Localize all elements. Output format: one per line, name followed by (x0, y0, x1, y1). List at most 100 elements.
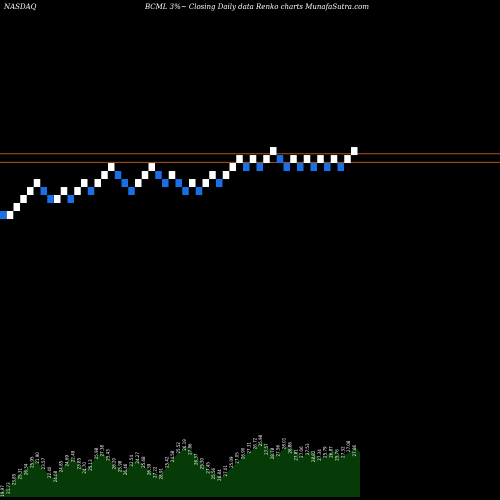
renko-brick (6, 211, 14, 219)
volume-price-label: 27.31 (246, 442, 251, 454)
volume-price-label: 27.38 (100, 444, 105, 456)
renko-brick (60, 187, 68, 196)
renko-brick (216, 179, 223, 188)
renko-brick (182, 187, 189, 196)
volume-price-label: 26.90 (241, 447, 246, 459)
volume-price-label: 26.20 (112, 457, 117, 469)
volume-price-label: 22.40 (47, 466, 52, 478)
renko-brick (121, 179, 128, 188)
volume-price-label: 27.53 (305, 443, 310, 455)
renko-brick (175, 179, 182, 188)
renko-bricks (0, 147, 358, 219)
volume-price-label: 25.98 (117, 460, 122, 472)
renko-brick (108, 163, 115, 172)
volume-price-label: 26.84 (217, 469, 222, 481)
renko-brick (229, 163, 236, 172)
renko-brick (351, 147, 358, 156)
renko-brick (276, 155, 284, 164)
renko-brick (297, 163, 304, 172)
volume-price-label: 21.73 (6, 482, 11, 494)
renko-brick (283, 163, 290, 172)
volume-price-label: 25.79 (323, 446, 328, 458)
volume-price-label: 27.05 (235, 452, 240, 464)
renko-brick (303, 155, 311, 164)
volume-price-label: 27.86 (188, 443, 193, 455)
renko-brick (263, 155, 270, 164)
volume-price-label: 23.85 (12, 473, 17, 485)
renko-brick (74, 187, 81, 196)
exchange-label: NASDAQ (4, 3, 37, 11)
renko-brick (155, 171, 162, 180)
volume-price-label: 24.85 (59, 460, 64, 472)
volume-price-label: 25.13 (88, 459, 93, 471)
volume-price-label: 26.72 (252, 437, 257, 449)
volume-price-label: 25.43 (106, 449, 111, 461)
volume-price-label: 24.58 (170, 450, 175, 462)
volume-price-label: 26.37 (194, 453, 199, 465)
volume-price-label: 27.34 (317, 449, 322, 461)
volume-price-label: 28.91 (158, 467, 163, 479)
volume-price-label: 25.09 (229, 456, 234, 468)
renko-brick (94, 179, 101, 188)
renko-brick (222, 171, 230, 180)
renko-brick (141, 171, 149, 180)
volume-price-label: 24.69 (65, 454, 70, 466)
renko-brick (243, 163, 250, 172)
renko-brick (168, 171, 176, 180)
volume-price-label: 25.56 (211, 467, 216, 479)
renko-brick (47, 195, 54, 204)
renko-brick (249, 155, 257, 164)
renko-brick (195, 187, 203, 196)
renko-brick (256, 163, 263, 172)
volume-price-label: 26.87 (329, 446, 334, 458)
volume-price-label: 27.01 (223, 465, 228, 477)
volume-price-label: 28.82 (311, 450, 316, 462)
renko-brick (0, 211, 7, 219)
renko-brick (20, 195, 27, 204)
renko-brick (290, 155, 297, 164)
renko-brick (189, 179, 196, 188)
renko-brick (114, 171, 122, 180)
renko-brick (162, 179, 169, 188)
volume-price-label: 27.81 (293, 449, 298, 461)
renko-brick (128, 187, 135, 196)
volume-area-shape (0, 442, 360, 497)
renko-brick (27, 187, 34, 196)
volume-price-label: 25.42 (164, 456, 169, 468)
volume-price-label: 27.22 (152, 466, 157, 478)
renko-brick (135, 179, 142, 188)
volume-price-label: 27.86 (352, 444, 357, 456)
volume-price-label: 22.54 (129, 455, 134, 467)
volume-price-label: 26.86 (287, 442, 292, 454)
volume-price-label: 25.68 (141, 456, 146, 468)
volume-price-label: 27.57 (264, 443, 269, 455)
volume-price-label: 24.70 (82, 462, 87, 474)
renko-brick (87, 187, 95, 196)
volume-price-label: 24.08 (53, 470, 58, 482)
volume-price-label: 27.32 (340, 446, 345, 458)
renko-brick (270, 147, 277, 156)
volume-price-label: 27.45 (205, 462, 210, 474)
renko-brick (148, 163, 155, 172)
volume-price-label: 25.98 (258, 434, 263, 446)
renko-brick (209, 171, 216, 180)
renko-brick (40, 187, 47, 196)
renko-brick (67, 195, 74, 204)
volume-price-label: 25.98 (94, 447, 99, 459)
renko-brick (317, 155, 324, 164)
volume-price-label: 27.56 (276, 444, 281, 456)
volume-price-label: 25.52 (176, 442, 181, 454)
volume-price-label: 27.08 (346, 440, 351, 452)
renko-brick (337, 163, 344, 172)
renko-brick (324, 163, 331, 172)
renko-brick (330, 155, 338, 164)
volume-price-label: 28.01 (282, 437, 287, 449)
volume-price-label: 28.78 (270, 447, 275, 459)
volume-price-label: 26.19 (182, 439, 187, 451)
volume-price-label: 25.30 (200, 457, 205, 469)
volume-price-label: 23.57 (41, 457, 46, 469)
renko-brick (344, 155, 351, 164)
renko-brick (33, 179, 41, 188)
volume-area (0, 442, 360, 497)
